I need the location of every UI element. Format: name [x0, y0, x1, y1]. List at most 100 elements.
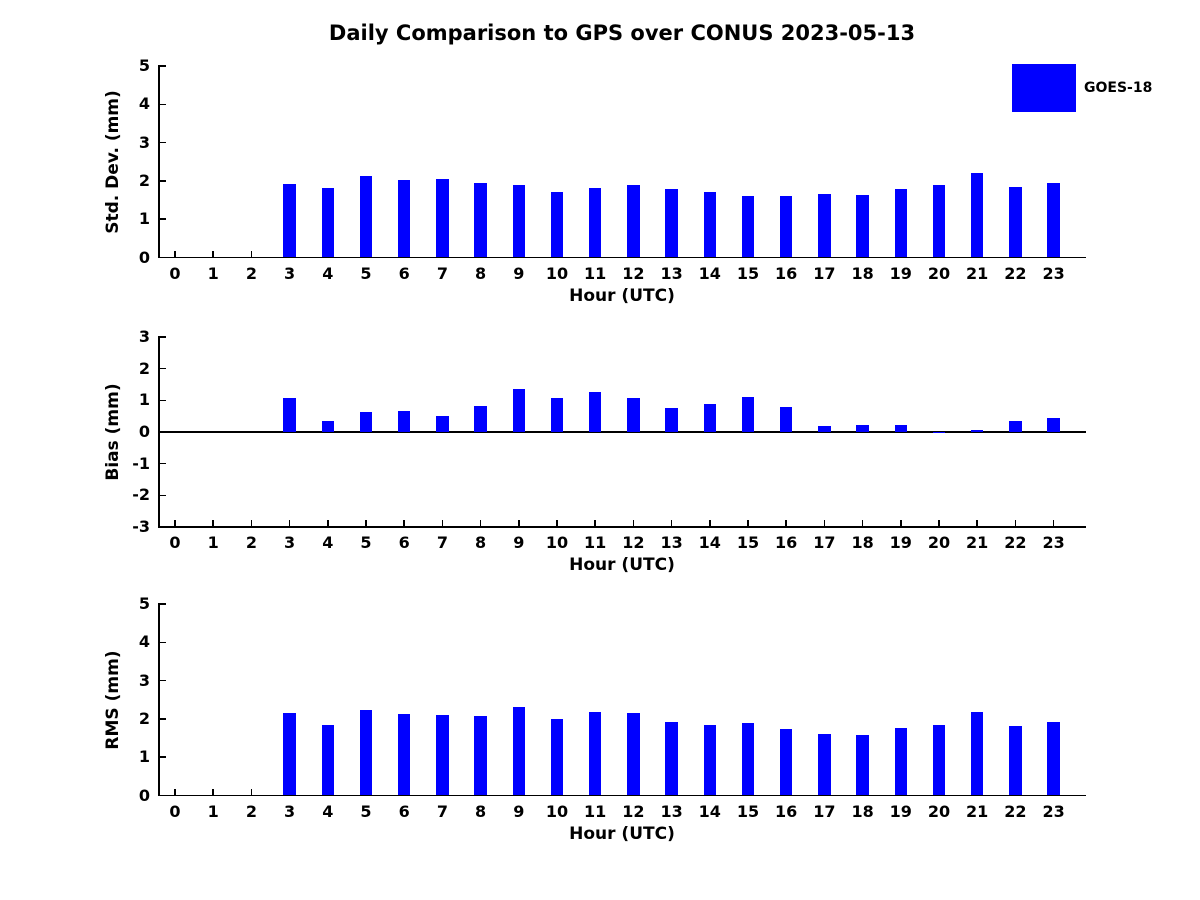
x-tick-label: 0: [169, 533, 181, 552]
bar-hour-10: [550, 192, 564, 258]
bar-hour-18: [856, 194, 869, 258]
x-tick: [900, 788, 902, 796]
x-tick: [403, 250, 405, 258]
x-tick-label: 6: [398, 263, 410, 283]
y-axis: [158, 66, 160, 258]
bar-hour-11: [588, 391, 602, 432]
x-tick: [900, 520, 902, 527]
bar-hour-22: [1009, 725, 1022, 796]
y-tick-label: 5: [138, 56, 150, 75]
x-tick-label: 22: [1004, 263, 1027, 283]
x-tick: [1014, 250, 1017, 258]
x-tick: [785, 250, 787, 258]
bar-hour-6: [397, 180, 411, 258]
y-tick-label: 3: [138, 670, 150, 690]
x-tick-label: 3: [284, 263, 296, 283]
bar-hour-10: [550, 398, 564, 432]
x-tick: [556, 520, 558, 527]
x-tick: [518, 788, 520, 796]
y-tick-label: 1: [138, 209, 150, 229]
x-tick-label: 18: [851, 801, 874, 821]
bar-hour-14: [703, 724, 717, 796]
bar-hour-15: [741, 723, 755, 796]
bar-hour-13: [665, 722, 678, 796]
y-tick: [158, 794, 166, 797]
x-tick-label: 2: [245, 533, 257, 552]
y-tick: [158, 399, 166, 402]
x-tick: [747, 520, 749, 527]
bar-hour-21: [970, 173, 984, 258]
x-tick: [747, 788, 749, 796]
x-tick-label: 23: [1042, 801, 1065, 821]
x-tick-label: 19: [889, 801, 912, 821]
y-axis-label: Std. Dev. (mm): [103, 89, 123, 234]
bar-hour-6: [397, 410, 411, 432]
x-tick: [441, 520, 444, 527]
x-tick-label: 5: [360, 801, 372, 821]
x-tick: [670, 250, 673, 258]
bar-hour-9: [512, 389, 526, 432]
x-tick: [632, 788, 635, 796]
bar-hour-3: [283, 398, 296, 432]
legend: GOES-18: [1012, 64, 1152, 112]
x-tick-label: 22: [1004, 533, 1027, 552]
x-tick-label: 17: [813, 533, 836, 552]
x-tick-label: 12: [622, 533, 645, 552]
x-tick: [250, 250, 253, 258]
bar-hour-8: [474, 715, 487, 796]
x-tick: [594, 788, 596, 796]
y-tick-label: -2: [132, 485, 150, 505]
x-tick-label: 6: [398, 533, 410, 552]
x-tick-label: 9: [513, 801, 525, 821]
x-tick: [823, 788, 826, 796]
x-tick-label: 13: [660, 263, 683, 283]
y-tick: [158, 218, 166, 220]
bar-hour-15: [741, 196, 755, 258]
x-tick: [365, 250, 367, 258]
x-tick: [518, 520, 520, 527]
x-tick: [1014, 788, 1017, 796]
x-tick: [212, 788, 214, 796]
y-axis: [158, 604, 160, 796]
x-tick-label: 1: [207, 263, 219, 283]
x-tick-label: 20: [927, 533, 951, 552]
x-tick: [1052, 250, 1055, 258]
x-tick: [479, 788, 482, 796]
bar-hour-13: [665, 188, 678, 258]
bar-hour-16: [779, 407, 793, 432]
bar-hour-23: [1047, 721, 1060, 796]
y-tick: [158, 526, 166, 528]
x-tick-label: 8: [475, 533, 487, 552]
legend-swatch-goes18: [1012, 64, 1076, 112]
y-axis-label: RMS (mm): [103, 650, 123, 750]
x-tick: [441, 250, 444, 258]
x-tick-label: 17: [813, 263, 836, 283]
zero-line: [158, 431, 1086, 433]
bar-hour-15: [741, 397, 755, 432]
x-tick: [747, 250, 749, 258]
x-tick: [823, 250, 826, 258]
bar-hour-21: [970, 430, 984, 432]
x-tick-label: 5: [360, 263, 372, 283]
x-tick: [823, 520, 826, 527]
x-tick-label: 15: [736, 263, 760, 283]
x-tick: [441, 788, 444, 796]
x-tick: [632, 520, 635, 527]
bar-hour-12: [627, 398, 640, 432]
bar-hour-5: [359, 411, 373, 432]
x-tick: [785, 788, 787, 796]
x-tick: [479, 250, 482, 258]
x-tick: [327, 250, 329, 258]
y-tick: [158, 494, 166, 497]
x-tick: [327, 520, 329, 527]
x-tick-label: 10: [545, 801, 569, 821]
bar-hour-4: [321, 725, 335, 796]
x-tick: [288, 520, 291, 527]
y-tick: [158, 641, 166, 644]
x-tick-label: 22: [1004, 801, 1027, 821]
bar-hour-7: [436, 715, 449, 796]
bar-hour-12: [627, 712, 640, 796]
y-tick: [158, 431, 166, 433]
bar-hour-13: [665, 408, 678, 432]
